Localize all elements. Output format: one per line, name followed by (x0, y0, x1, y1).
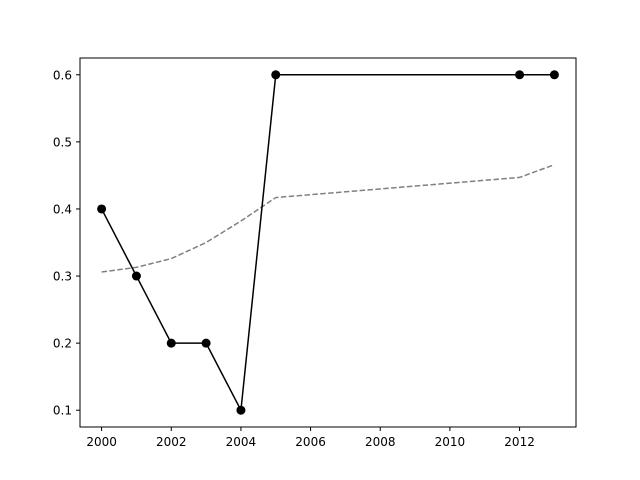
x-tick-label: 2010 (435, 435, 466, 449)
dashed-series-layer (101, 163, 555, 273)
y-tick-label: 0.3 (53, 270, 72, 284)
y-axis: 0.1 0.2 0.3 0.4 0.5 0.6 (53, 68, 80, 418)
x-tick-label: 2006 (295, 435, 326, 449)
data-point-marker (515, 70, 525, 80)
data-point-marker (201, 338, 211, 348)
x-tick-label: 2012 (504, 435, 535, 449)
series-line-dashed (101, 163, 555, 273)
plot-frame (79, 57, 577, 428)
marker-layer (97, 70, 559, 415)
y-tick-label: 0.2 (53, 337, 72, 351)
series-line-solid (100, 74, 555, 413)
data-point-marker (236, 405, 246, 415)
solid-series-layer (100, 74, 555, 413)
data-point-marker (549, 70, 559, 80)
data-point-marker (271, 70, 281, 80)
x-tick-label: 2004 (226, 435, 257, 449)
x-tick-label: 2000 (86, 435, 117, 449)
y-tick-label: 0.6 (53, 68, 72, 82)
x-axis: 2000 2002 2004 2006 2008 2010 2012 (86, 427, 535, 449)
x-tick-label: 2008 (365, 435, 396, 449)
y-tick-label: 0.4 (53, 202, 72, 216)
data-point-marker (166, 338, 176, 348)
y-tick-label: 0.5 (53, 135, 72, 149)
x-tick-label: 2002 (156, 435, 187, 449)
y-tick-label: 0.1 (53, 404, 72, 418)
data-point-marker (97, 204, 107, 214)
data-point-marker (131, 271, 141, 281)
